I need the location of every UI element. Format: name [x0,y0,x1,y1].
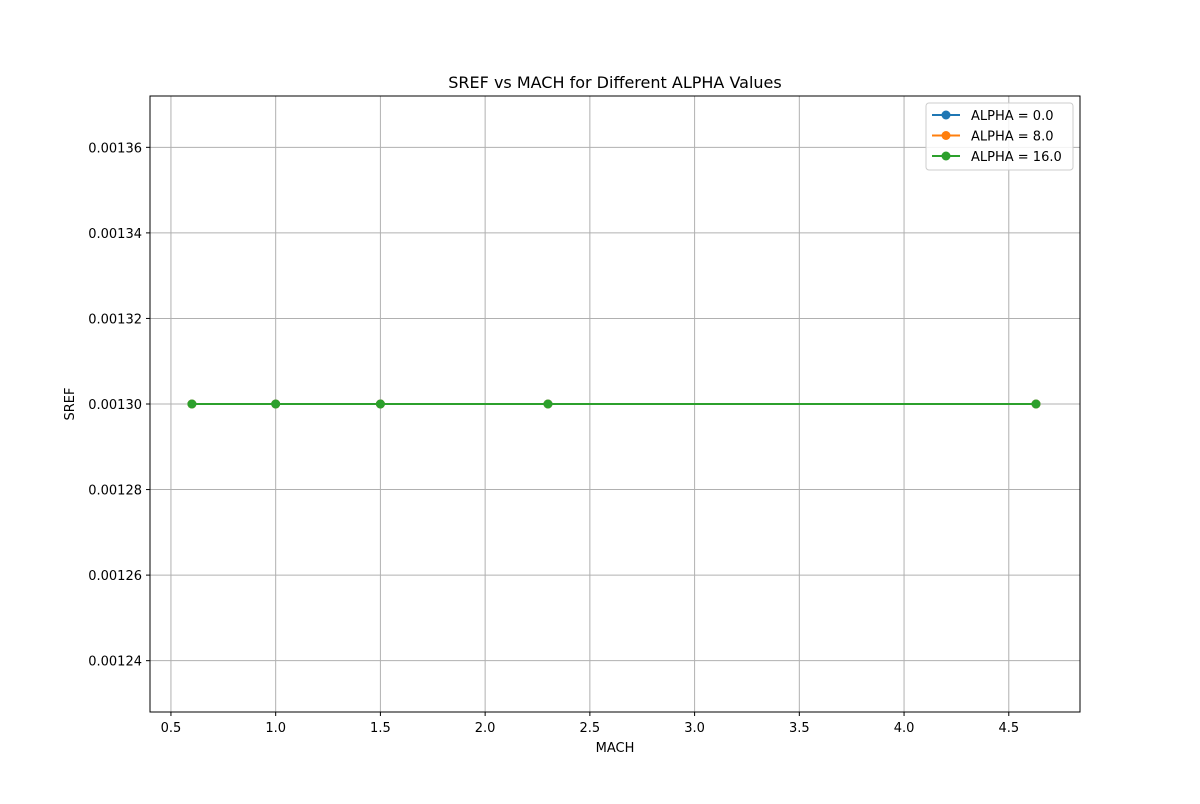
data-point [1031,399,1041,409]
data-point [187,399,197,409]
series-layer [187,399,1041,409]
legend-label: ALPHA = 0.0 [971,109,1053,124]
data-point [543,399,553,409]
y-tick-label: 0.00132 [88,312,142,327]
y-tick-label: 0.00128 [88,484,142,499]
series-2 [187,399,1041,409]
legend-item: ALPHA = 16.0 [932,150,1062,165]
x-tick-label: 3.5 [789,721,810,736]
y-tick-label: 0.00136 [88,141,142,156]
y-axis-ticks: 0.00124 0.00126 0.00128 0.00130 0.00132 0.001… [88,141,150,670]
y-tick-label: 0.00124 [88,655,142,670]
data-point [271,399,281,409]
legend-swatch-marker [941,110,951,120]
x-axis-ticks: 0.5 1.0 1.5 2.0 2.5 3.0 3.5 4.0 4.5 [161,712,1019,736]
y-tick-label: 0.00126 [88,569,142,584]
legend-swatch-marker [941,151,951,161]
legend-item: ALPHA = 0.0 [932,109,1053,124]
x-tick-label: 1.5 [370,721,391,736]
x-tick-label: 4.0 [894,721,915,736]
chart-title: SREF vs MACH for Different ALPHA Values [448,73,781,92]
y-axis-label: SREF [63,388,78,421]
legend-item: ALPHA = 8.0 [932,130,1053,145]
legend-swatch-marker [941,131,951,140]
legend-label: ALPHA = 8.0 [971,130,1053,145]
y-tick-label: 0.00130 [88,398,142,413]
y-tick-label: 0.00134 [88,227,142,242]
data-point [375,399,385,409]
x-tick-label: 3.0 [684,721,705,736]
x-tick-label: 2.5 [580,721,601,736]
legend-label: ALPHA = 16.0 [971,150,1062,165]
x-tick-label: 2.0 [475,721,496,736]
legend: ALPHA = 0.0 ALPHA = 8.0 ALPHA = 16.0 [925,102,1074,171]
x-tick-label: 0.5 [161,721,182,736]
legend-box [925,102,1074,171]
x-tick-label: 1.0 [265,721,286,736]
x-axis-label: MACH [596,741,635,756]
x-tick-label: 4.5 [998,721,1019,736]
